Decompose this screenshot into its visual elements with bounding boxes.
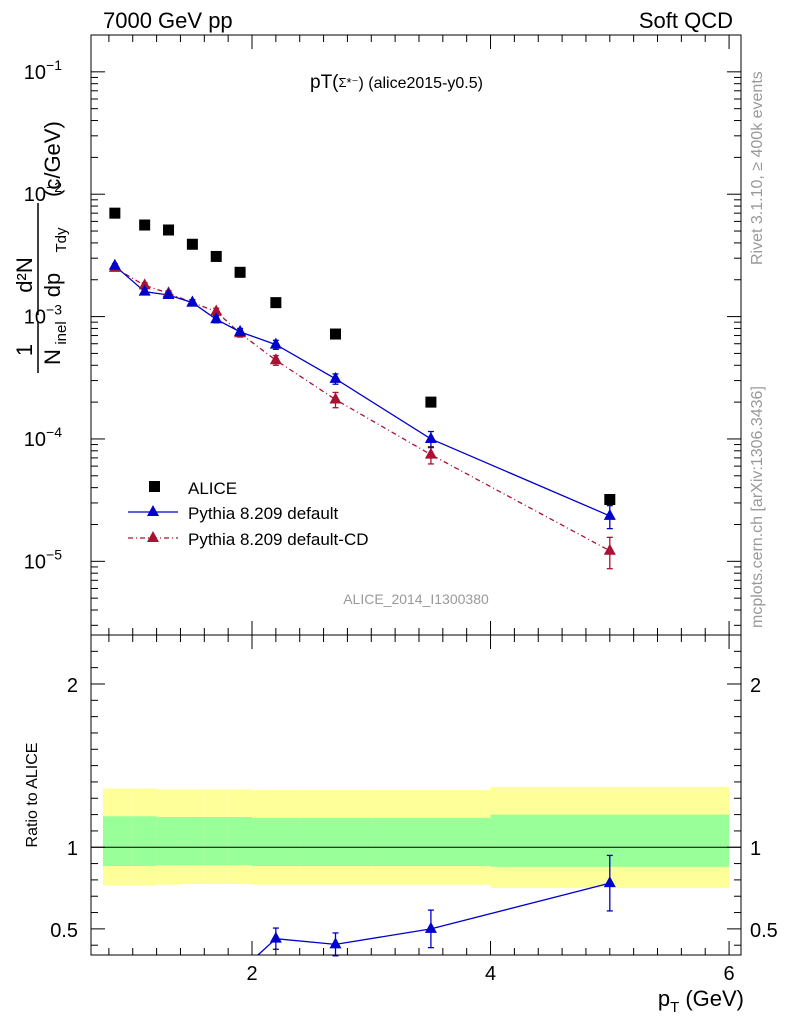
chart-title: pT(Σ*⁻) (alice2015-y0.5) — [310, 72, 483, 93]
svg-text:dp: dp — [40, 273, 65, 297]
y-tick-label: 10−2 — [24, 179, 62, 206]
ratio-axes: 0.5 0.5 1 1 2 2 2 4 6 — [50, 635, 778, 985]
series-line-default-cd — [114, 267, 611, 552]
marker-default-cd — [603, 543, 616, 555]
marker-default-cd — [424, 447, 437, 459]
header-right: Soft QCD — [639, 8, 733, 33]
main-y-axis: 10−5 10−4 10−3 10−2 10−1 — [24, 34, 741, 635]
marker-alice — [186, 238, 198, 250]
uncertainty-band-inner — [371, 817, 491, 867]
x-tick-label: 4 — [485, 963, 496, 985]
legend-marker-cd — [147, 531, 159, 542]
svg-text:N: N — [40, 349, 65, 365]
uncertainty-band-inner — [228, 817, 253, 866]
svg-text:inel: inel — [53, 321, 70, 344]
marker-default — [603, 508, 616, 520]
ratio-plot-area — [91, 786, 741, 957]
marker-default — [269, 337, 282, 349]
marker-default — [138, 284, 151, 296]
ratio-y-tick-label: 1 — [67, 838, 78, 860]
uncertainty-band-inner — [204, 817, 229, 866]
x-axis-label: pT (GeV) — [658, 986, 744, 1016]
x-tick-label: 2 — [246, 963, 257, 985]
marker-alice — [210, 250, 222, 262]
uncertainty-band-inner — [252, 817, 300, 867]
legend-label-alice: ALICE — [188, 479, 237, 498]
svg-text:(c/GeV): (c/GeV) — [40, 121, 65, 197]
marker-alice — [163, 224, 175, 236]
marker-default — [424, 431, 437, 443]
marker-alice — [604, 494, 616, 506]
uncertainty-band-inner — [180, 817, 205, 866]
mcplots-label: mcplots.cern.ch [arXiv:1306.3436] — [749, 386, 766, 628]
legend-marker-alice — [149, 481, 160, 492]
ratio-marker-default — [424, 921, 437, 933]
marker-default — [234, 324, 247, 336]
header-left: 7000 GeV pp — [103, 8, 233, 33]
marker-default-cd — [210, 304, 223, 316]
marker-alice — [329, 328, 341, 340]
ratio-marker-default — [329, 937, 342, 949]
svg-text:Tdy: Tdy — [53, 227, 70, 253]
y-tick-label: 10−3 — [24, 302, 62, 329]
marker-alice — [234, 266, 246, 278]
marker-alice — [109, 207, 121, 219]
ratio-marker-default — [269, 931, 282, 943]
legend-label-default: Pythia 8.209 default — [188, 504, 339, 523]
legend: ALICE Pythia 8.209 default Pythia 8.209 … — [128, 479, 369, 549]
series-line-default — [114, 265, 611, 517]
uncertainty-band-inner — [132, 816, 157, 867]
ratio-y-tick-label: 2 — [67, 675, 78, 697]
marker-default — [329, 371, 342, 383]
uncertainty-band-inner — [102, 816, 133, 867]
ratio-marker-default — [603, 876, 616, 888]
ratio-y-tick-label-right: 1 — [750, 838, 761, 860]
ratio-y-tick-label: 0.5 — [50, 920, 78, 942]
legend-label-cd: Pythia 8.209 default-CD — [188, 530, 369, 549]
svg-text:d²N: d²N — [12, 257, 37, 292]
y-tick-label: 10−4 — [24, 424, 62, 451]
rivet-label: Rivet 3.1.10, ≥ 400k events — [749, 71, 766, 265]
uncertainty-band-inner — [299, 817, 372, 867]
svg-text:1: 1 — [12, 344, 37, 356]
ratio-plot-frame — [90, 634, 742, 956]
marker-default — [210, 312, 223, 324]
marker-default — [162, 288, 175, 300]
marker-default-cd — [329, 392, 342, 404]
main-y-axis-label: (c/GeV) 1 N inel d²N dp Tdy — [12, 121, 70, 373]
marker-default — [186, 295, 199, 307]
ratio-y-tick-label-right: 2 — [750, 675, 761, 697]
y-tick-label: 10−5 — [24, 546, 62, 573]
ratio-y-axis-label: Ratio to ALICE — [24, 743, 41, 848]
main-plot-area — [108, 207, 616, 570]
marker-alice — [270, 297, 282, 309]
marker-alice — [139, 219, 151, 231]
legend-marker-default — [147, 505, 159, 516]
marker-default — [108, 258, 121, 270]
analysis-watermark: ALICE_2014_I1300380 — [343, 591, 489, 607]
ratio-line-default — [257, 882, 610, 956]
uncertainty-band-inner — [156, 817, 181, 866]
ratio-y-tick-label-right: 0.5 — [750, 920, 778, 942]
marker-default-cd — [269, 353, 282, 365]
marker-default-cd — [138, 278, 151, 290]
marker-alice — [425, 396, 437, 408]
y-tick-label: 10−1 — [24, 57, 62, 84]
x-tick-label: 6 — [724, 963, 735, 985]
